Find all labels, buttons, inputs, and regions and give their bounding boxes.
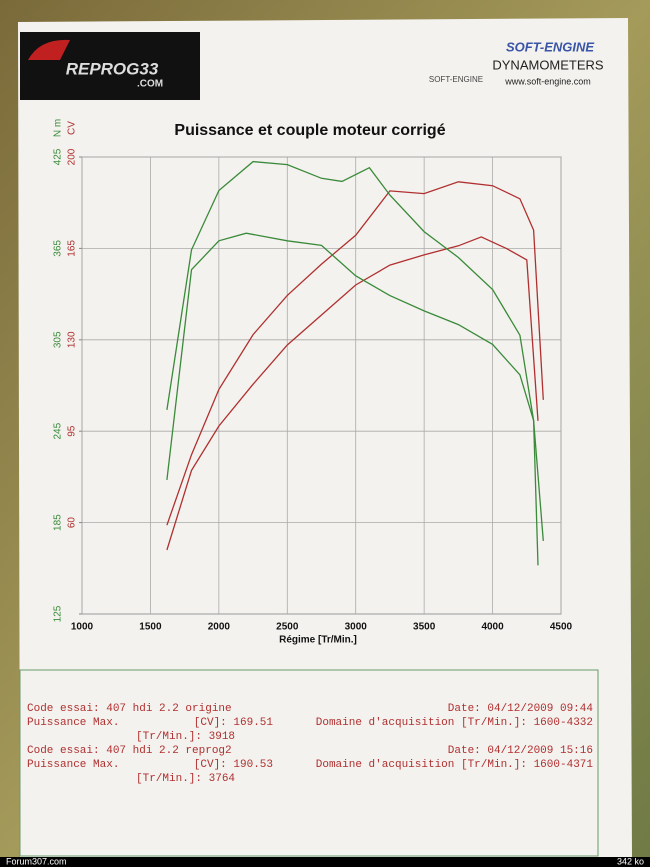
- curve: [166, 232, 539, 566]
- y-tick-label: 130: [67, 331, 78, 348]
- date: Date: 04/12/2009 09:44: [448, 703, 594, 715]
- x-tick-label: 4500: [550, 622, 573, 633]
- acquisition: Domaine d'acquisition [Tr/Min.]: 1600-43…: [316, 759, 594, 771]
- power-label: Puissance Max.: [27, 717, 119, 729]
- curve: [166, 181, 544, 526]
- product: DYNAMOMETERS: [492, 57, 604, 72]
- curve: [166, 160, 544, 541]
- date: Date: 04/12/2009 15:16: [448, 745, 593, 757]
- power: [CV]: 169.51: [194, 717, 274, 729]
- code: Code essai: 407 hdi 2.2 origine: [27, 703, 232, 715]
- url: www.soft-engine.com: [504, 76, 591, 86]
- footer-bar: [0, 857, 650, 867]
- y2-tick-label: 245: [53, 422, 64, 439]
- power: [CV]: 190.53: [194, 759, 273, 771]
- x-tick-label: 3000: [345, 622, 368, 633]
- y2-tick-label: 425: [53, 148, 64, 165]
- y-tick-label: 95: [67, 425, 78, 437]
- y-tick-label: 165: [67, 240, 78, 257]
- y2-tick-label: 185: [53, 514, 64, 531]
- acquisition: Domaine d'acquisition [Tr/Min.]: 1600-43…: [316, 717, 593, 729]
- x-tick-label: 2000: [208, 622, 231, 633]
- info-box: [19, 669, 599, 857]
- y2-axis-label: N m: [53, 119, 64, 137]
- logo-sub: .COM: [137, 79, 163, 90]
- rpm: [Tr/Min.]: 3764: [136, 773, 235, 785]
- logo-text: REPROG33: [66, 59, 159, 78]
- x-tick-label: 2500: [276, 622, 299, 633]
- x-tick-label: 1500: [139, 622, 162, 633]
- y-tick-label: 60: [67, 517, 78, 529]
- y2-tick-label: 305: [53, 331, 64, 348]
- y-axis-label: CV: [67, 121, 78, 135]
- brand: SOFT-ENGINE: [506, 39, 594, 54]
- footer-right: 342 ko: [617, 856, 644, 866]
- chart-title: Puissance et couple moteur corrigé: [174, 122, 445, 139]
- x-tick-label: 4000: [481, 622, 504, 633]
- y2-tick-label: 125: [53, 605, 64, 622]
- x-axis-label: Régime [Tr/Min.]: [279, 635, 357, 646]
- curve: [166, 236, 539, 551]
- logo-shape: [28, 39, 70, 60]
- y-tick-label: 200: [67, 148, 78, 165]
- paper: [18, 18, 632, 862]
- y2-tick-label: 365: [53, 240, 64, 257]
- rpm: [Tr/Min.]: 3918: [136, 731, 235, 743]
- brand-small: SOFT-ENGINE: [429, 75, 483, 84]
- code: Code essai: 407 hdi 2.2 reprog2: [27, 745, 232, 757]
- x-tick-label: 3500: [413, 622, 436, 633]
- x-tick-label: 1000: [71, 622, 94, 633]
- power-label: Puissance Max.: [27, 759, 119, 771]
- footer-left: Forum307.com: [6, 856, 67, 866]
